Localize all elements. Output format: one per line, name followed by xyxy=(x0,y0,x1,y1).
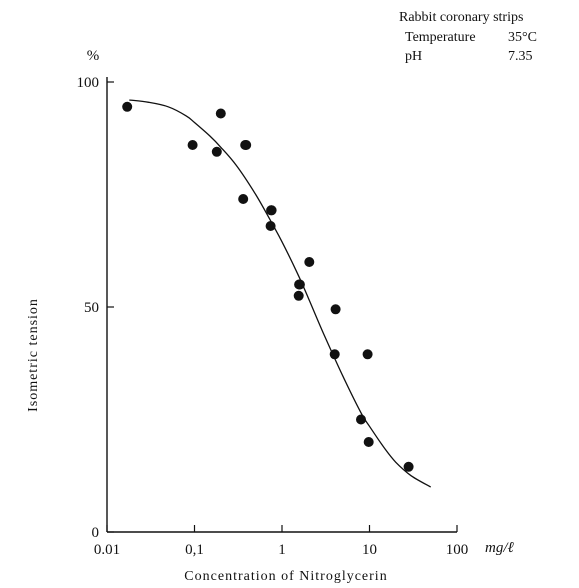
data-point xyxy=(304,257,315,267)
x-tick-label: 0,1 xyxy=(185,542,204,558)
data-point xyxy=(187,140,198,150)
data-point xyxy=(362,349,373,360)
data-points xyxy=(122,101,414,472)
annotation-temperature-label: Temperature xyxy=(405,30,476,45)
data-point xyxy=(330,304,341,315)
fitted-curve xyxy=(129,99,432,488)
x-tick-label: 10 xyxy=(362,542,377,558)
x-unit-label: mg/ℓ xyxy=(485,540,514,556)
data-point xyxy=(265,221,276,231)
data-point xyxy=(294,279,305,290)
y-tick-label: 0 xyxy=(92,525,100,541)
data-point xyxy=(363,437,374,447)
data-point xyxy=(211,146,222,157)
ticks-layer: 0.01 0,1 1 10 100 0 50 100 xyxy=(77,75,469,558)
data-point xyxy=(215,108,226,119)
data-point xyxy=(122,101,133,112)
x-tick-label: 1 xyxy=(278,542,286,558)
data-point xyxy=(293,290,304,301)
data-point xyxy=(356,414,366,425)
data-point xyxy=(266,205,277,216)
annotation-ph-value: 7.35 xyxy=(508,49,533,64)
y-unit-label: % xyxy=(87,48,100,64)
x-axis-title: Concentration of Nitroglycerin xyxy=(184,569,387,584)
annotation-line1: Rabbit coronary strips xyxy=(399,10,523,25)
x-tick-label: 0.01 xyxy=(94,542,120,558)
annotation-temperature-value: 35°C xyxy=(508,30,537,45)
annotation-ph-label: pH xyxy=(405,49,422,64)
data-point xyxy=(238,194,249,204)
data-point xyxy=(403,461,414,472)
y-tick-label: 100 xyxy=(77,75,100,91)
x-tick-label: 100 xyxy=(446,542,469,558)
data-point xyxy=(329,349,340,360)
data-point xyxy=(241,140,252,150)
y-tick-label: 50 xyxy=(84,300,99,316)
y-axis-title: Isometric tension xyxy=(26,298,41,412)
